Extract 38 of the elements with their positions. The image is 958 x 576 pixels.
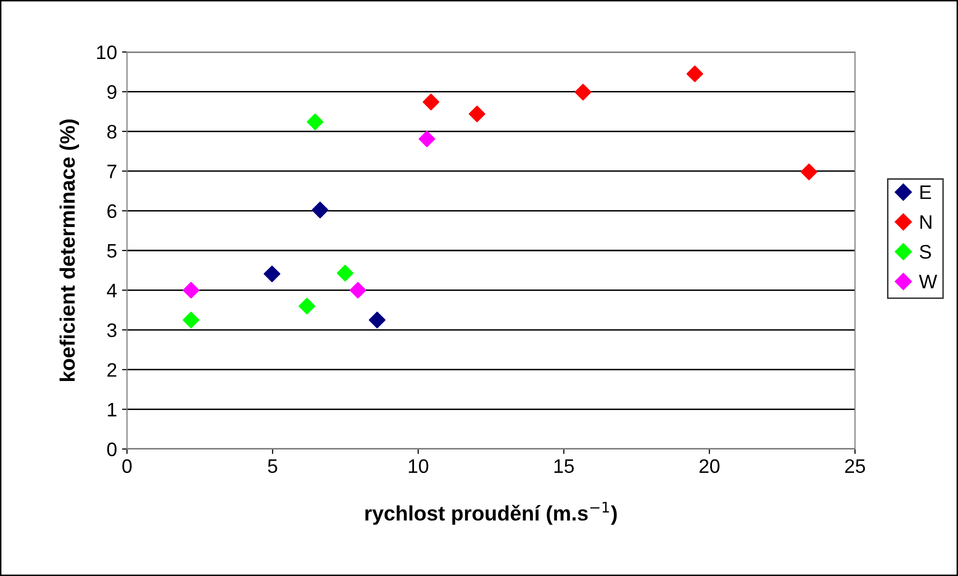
y-tick-label: 1 xyxy=(108,402,116,416)
x-tick-label: 10 xyxy=(408,459,428,474)
y-tick-label: 8 xyxy=(107,124,116,139)
y-tick-label: 2 xyxy=(107,363,116,377)
legend-label: W xyxy=(918,274,938,288)
point xyxy=(422,94,440,110)
point xyxy=(312,202,328,218)
point xyxy=(336,264,354,282)
x-tick-label: 25 xyxy=(845,459,865,474)
point xyxy=(800,164,818,180)
y-tick-label: 4 xyxy=(106,284,117,298)
y-tick-label: 10 xyxy=(97,45,117,60)
point xyxy=(350,282,366,298)
point xyxy=(686,66,704,82)
y-tick-label: 0 xyxy=(107,442,117,456)
x-tick-label: 0 xyxy=(122,459,132,474)
x-axis-title: rychlost proudění (m.s$^{−1}$) xyxy=(365,502,617,525)
point xyxy=(182,282,200,298)
y-tick-label: 6 xyxy=(107,204,116,218)
point xyxy=(298,298,316,314)
y-axis-title: koeficient determinace (%) xyxy=(60,120,79,382)
point xyxy=(368,312,386,328)
x-tick-label: 15 xyxy=(554,459,574,474)
legend-label: N xyxy=(920,215,932,229)
x-tick-label: 20 xyxy=(700,459,720,474)
point xyxy=(418,130,436,148)
y-tick-label: 9 xyxy=(107,85,116,99)
legend-label: E xyxy=(920,186,932,199)
point xyxy=(574,84,592,100)
y-tick-label: 7 xyxy=(107,164,116,178)
point xyxy=(468,106,486,122)
y-tick-label: 3 xyxy=(107,323,116,338)
point xyxy=(264,266,280,282)
point xyxy=(306,114,324,130)
legend-label: S xyxy=(920,244,931,259)
x-tick-label: 5 xyxy=(268,459,278,474)
y-tick-label: 5 xyxy=(107,244,116,258)
point xyxy=(182,312,200,328)
